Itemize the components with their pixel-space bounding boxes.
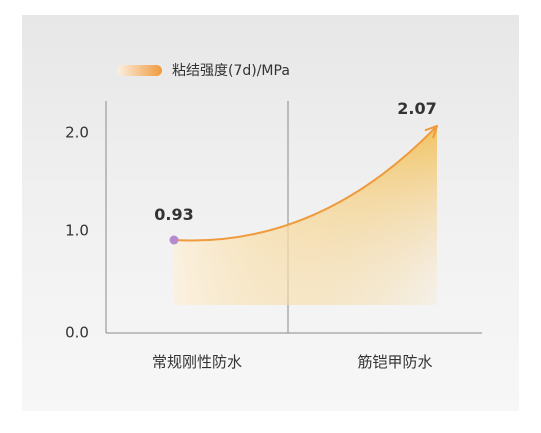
- bond-strength-chart: 粘结强度(7d)/MPa 0.0 1.0 2.0 常规刚性防水 筋铠甲防水 0.…: [65, 63, 482, 371]
- x-category-labels: 常规刚性防水 筋铠甲防水: [152, 353, 433, 371]
- x-category-label: 筋铠甲防水: [357, 353, 432, 371]
- data-label-end: 2.07: [397, 99, 436, 118]
- chart-card: 粘结强度(7d)/MPa 0.0 1.0 2.0 常规刚性防水 筋铠甲防水 0.…: [22, 15, 519, 411]
- series-layer: 0.93 2.07: [154, 99, 438, 305]
- data-label-start: 0.93: [154, 205, 193, 224]
- y-tick-label: 1.0: [65, 222, 89, 240]
- data-point-start: [169, 235, 179, 245]
- legend-swatch: [117, 65, 162, 76]
- series-end-arrow: [424, 125, 438, 139]
- x-category-label: 常规刚性防水: [152, 353, 242, 371]
- series-area-fade: [174, 126, 437, 305]
- legend: 粘结强度(7d)/MPa: [117, 63, 290, 79]
- series-line: [173, 125, 438, 242]
- y-tick-labels: 0.0 1.0 2.0: [65, 124, 89, 342]
- y-tick-label: 2.0: [65, 124, 89, 142]
- y-tick-label: 0.0: [65, 324, 89, 342]
- legend-label: 粘结强度(7d)/MPa: [172, 63, 290, 79]
